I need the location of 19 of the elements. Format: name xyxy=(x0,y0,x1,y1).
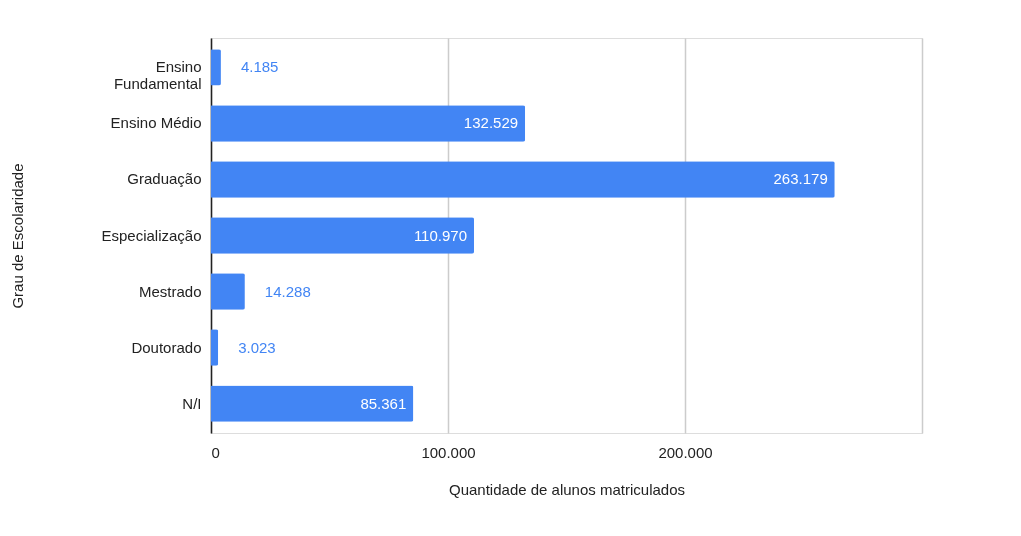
y-tick-label: Doutorado xyxy=(131,338,202,356)
data-label: 4.185 xyxy=(240,58,279,76)
x-axis-title: Quantidade de alunos matriculados xyxy=(449,480,685,498)
y-axis-title: Grau de Escolaridade xyxy=(9,163,27,309)
x-tick-label: 200.000 xyxy=(658,443,713,461)
data-label: 85.361 xyxy=(360,394,407,412)
data-label: 110.970 xyxy=(413,226,467,244)
data-label: 263.179 xyxy=(773,170,828,188)
data-label: 14.288 xyxy=(264,282,311,300)
y-tick-label: Mestrado xyxy=(138,282,202,300)
y-tick-label: Ensino Médio xyxy=(110,114,202,132)
y-tick-label: Graduação xyxy=(127,170,202,188)
y-tick-label: N/I xyxy=(182,394,202,412)
data-label: 3.023 xyxy=(238,338,276,356)
data-label: 132.529 xyxy=(463,114,519,132)
x-tick-label: 100.000 xyxy=(421,443,476,461)
x-tick-label: 0 xyxy=(211,443,220,461)
y-tick-label: Especialização xyxy=(101,226,202,244)
y-tick-label: Ensino Fundamental xyxy=(113,58,202,93)
